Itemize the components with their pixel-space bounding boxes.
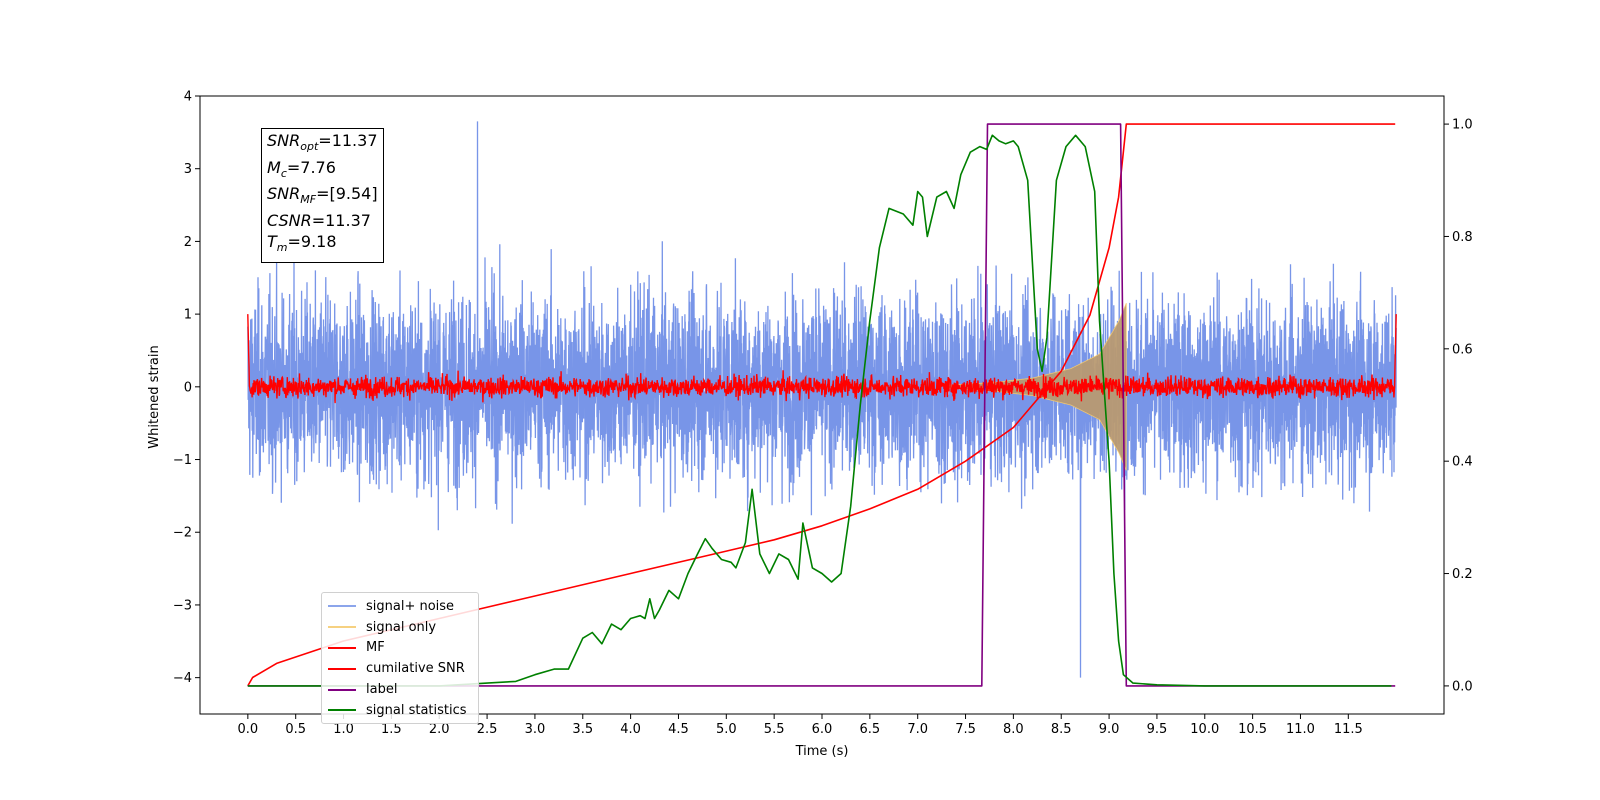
info-subscript: MF [300,193,317,207]
x-tick-label: 3.5 [572,722,593,737]
legend-label: signal only [366,619,437,635]
x-axis: 0.0 0.5 1.0 1.5 2.0 2.5 3.0 3.5 4.0 4.5 5.0 5.5 6.0 6… [238,714,1363,737]
x-tick-label: 4.0 [620,722,641,737]
info-symbol: Mc [267,157,287,180]
legend-swatch [328,667,356,670]
info-subscript: opt [300,140,319,154]
x-tick-label: 10.5 [1238,722,1267,737]
info-line: Mc=7.76 [267,158,378,185]
info-subscript: c [280,166,287,180]
x-tick-label: 1.0 [333,722,354,737]
info-subscript: m [276,240,288,254]
x-axis-label: Time (s) [795,744,849,759]
y-tick-label: −2 [173,526,192,541]
info-line: Tm=9.18 [267,232,378,259]
x-tick-label: 1.5 [381,722,402,737]
y-tick-label: 3 [184,162,192,177]
x-tick-label: 5.5 [764,722,785,737]
info-line: CSNR=11.37 [267,211,378,232]
legend-swatch [328,709,356,712]
legend-item: MF [322,638,478,659]
info-value: =9.18 [287,231,337,251]
legend-item: label [322,679,478,700]
y2-tick-label: 0.8 [1452,230,1473,245]
info-symbol: SNRopt [267,131,319,154]
y-tick-label: 2 [184,235,192,250]
x-tick-label: 7.5 [955,722,976,737]
legend-item: signal statistics [322,700,478,721]
x-tick-label: 0.5 [285,722,306,737]
x-tick-label: 10.0 [1190,722,1219,737]
info-box: SNRopt=11.37 Mc=7.76 SNRMF=[9.54] CSNR=11.3… [261,128,384,264]
y-tick-label: −3 [173,598,192,613]
info-symbol: CSNR [267,211,312,231]
info-value: =11.37 [311,211,371,231]
y2-tick-label: 0.4 [1452,455,1473,470]
x-tick-label: 3.0 [525,722,546,737]
plot-series [247,121,1397,687]
info-line: SNRMF=[9.54] [267,184,378,211]
x-tick-label: 11.5 [1334,722,1363,737]
y2-tick-label: 0.0 [1452,679,1473,694]
legend-swatch [328,688,356,691]
legend: signal+ noise signal only MF cumilative SNR… [321,592,479,724]
y2-tick-label: 0.6 [1452,342,1473,357]
x-tick-label: 0.0 [238,722,259,737]
info-symbol: SNRMF [267,184,317,207]
legend-label: MF [366,640,385,656]
legend-label: signal+ noise [366,598,455,614]
y-tick-label: −4 [173,671,192,686]
y-tick-label: −1 [173,453,192,468]
info-line: SNRopt=11.37 [267,131,378,158]
legend-label: signal statistics [366,702,467,718]
legend-item: signal only [322,617,478,638]
x-tick-label: 2.0 [429,722,450,737]
y2-tick-label: 0.2 [1452,567,1473,582]
x-tick-label: 4.5 [668,722,689,737]
x-tick-label: 9.5 [1147,722,1168,737]
legend-swatch [328,646,356,649]
legend-item: cumilative SNR [322,658,478,679]
series-mf [247,314,1397,404]
y-axis-left: 4 3 2 1 0 −1 −2 −3 −4 [173,90,200,686]
legend-item: signal+ noise [322,596,478,617]
y-tick-label: 0 [184,380,192,395]
info-value: =11.37 [318,131,378,150]
x-tick-label: 9.0 [1099,722,1120,737]
y2-tick-label: 1.0 [1452,118,1473,133]
x-tick-label: 2.5 [477,722,498,737]
legend-label: cumilative SNR [366,661,465,677]
y-axis-right: 1.0 0.8 0.6 0.4 0.2 0.0 [1444,118,1473,694]
x-tick-label: 6.0 [812,722,833,737]
x-tick-label: 8.5 [1051,722,1072,737]
x-tick-label: 6.5 [860,722,881,737]
legend-label: label [366,682,398,698]
info-value: =7.76 [286,157,336,177]
y-tick-label: 1 [184,308,192,323]
x-tick-label: 7.0 [907,722,928,737]
legend-swatch [328,605,356,608]
x-tick-label: 11.0 [1286,722,1315,737]
info-symbol: Tm [267,231,288,254]
y-axis-label: Whitened strain [147,345,162,448]
x-tick-label: 8.0 [1003,722,1024,737]
x-tick-label: 5.0 [716,722,737,737]
series-signal-statistics [247,134,1392,687]
y-tick-label: 4 [184,90,192,105]
info-value: =[9.54] [316,184,378,204]
legend-swatch [328,626,356,629]
